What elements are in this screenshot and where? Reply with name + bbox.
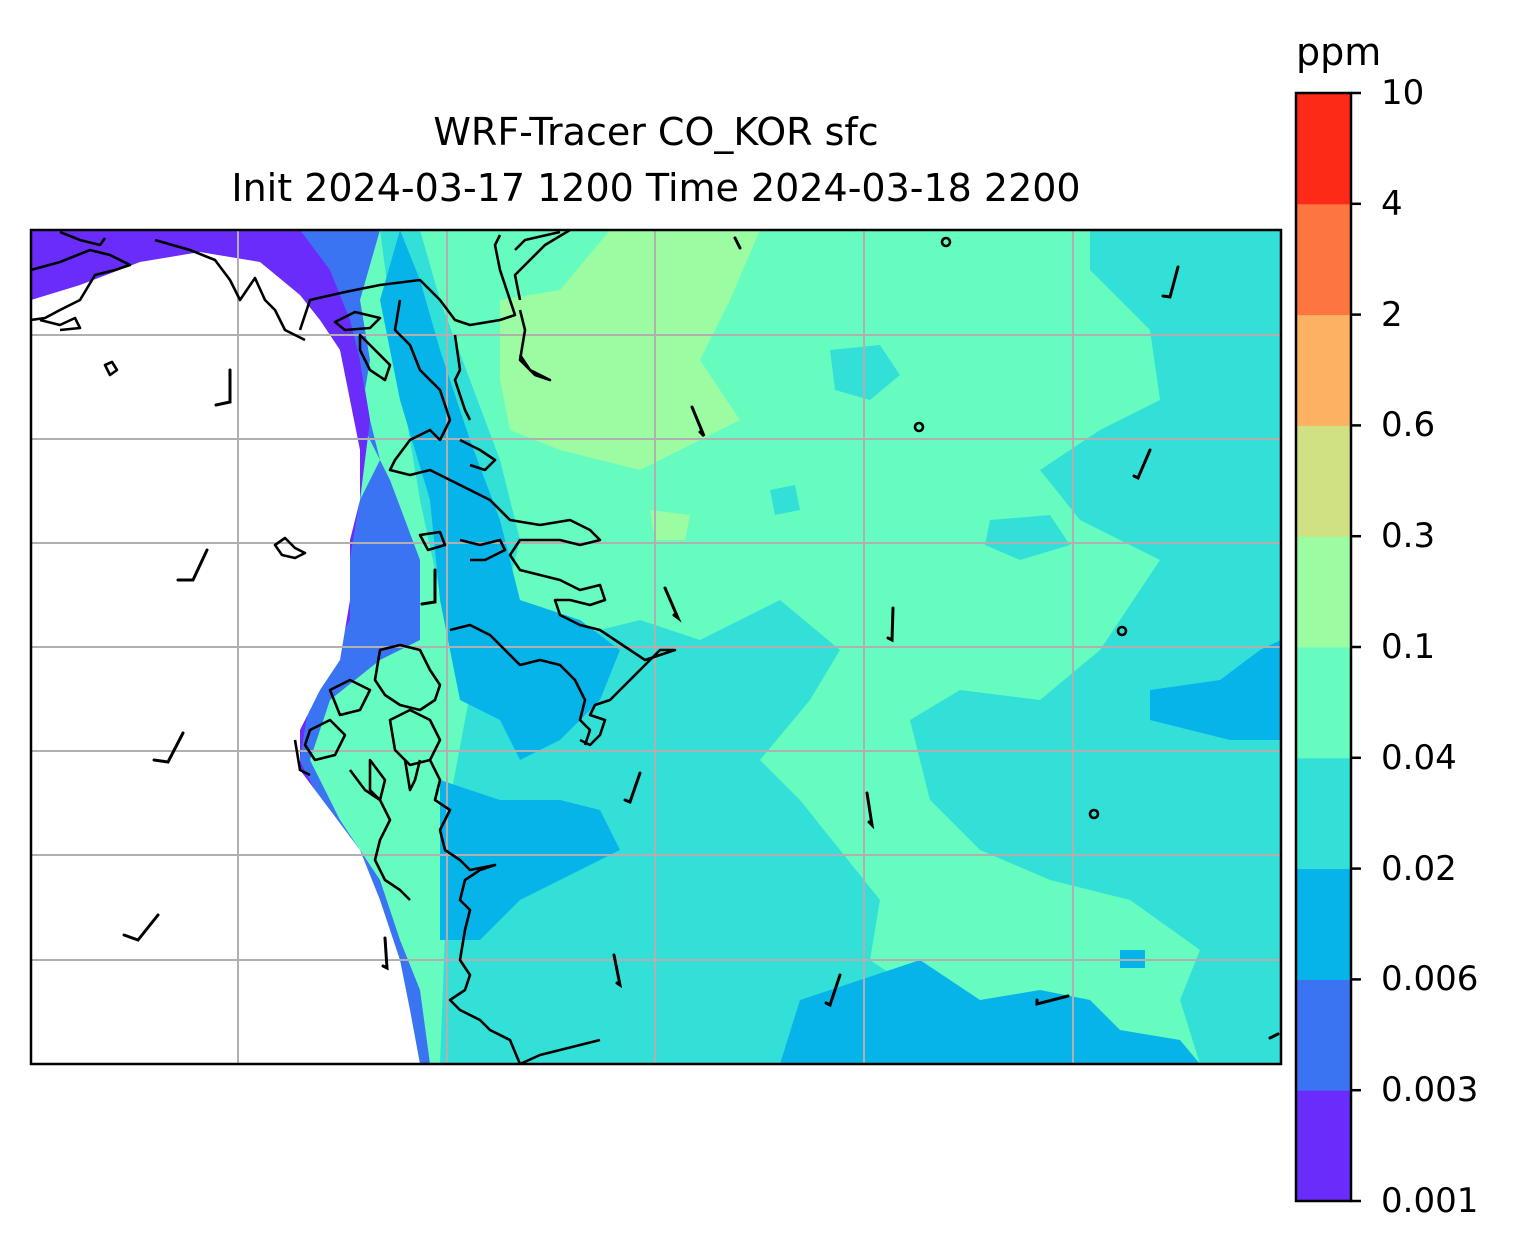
field-zone-0.006 [440,780,620,940]
field-zone-0.1 [650,510,690,540]
coastline-korea-south [428,759,522,1064]
colorbar-segment [1296,425,1351,537]
wind-barb [690,405,706,438]
colorbar-unit-label: ppm [1296,30,1382,74]
island [913,421,925,433]
ocean [31,252,420,1064]
wind-barb [1161,265,1180,299]
colorbar-tick-label: 0.1 [1381,627,1436,667]
wind-barb [420,568,437,606]
colorbar-tick-label: 4 [1381,183,1403,224]
coastline-korea-west [303,718,347,762]
wind-barb [1268,1032,1280,1040]
colorbar-tick-label: 0.001 [1381,1181,1479,1221]
coastline-korea-west [518,309,552,382]
coastline-korea-west [328,678,372,717]
colorbar-tick-label: 10 [1381,73,1425,113]
chart-title-line-1: WRF-Tracer CO_KOR sfc [433,110,879,154]
field-zone-0.02 [985,515,1070,560]
colorbar-tick-label: 0.006 [1381,959,1479,1000]
coastline-korea-west [459,538,507,562]
colorbar-tick-label: 0.6 [1381,405,1436,446]
wind-barb [612,953,623,989]
wind-barb [381,936,389,971]
colorbar-tick-label: 0.003 [1381,1070,1479,1111]
colorbar [1296,93,1351,1202]
coastline-korea-south [403,759,422,792]
colorbar-tick-label: 2 [1381,294,1403,335]
wind-barb [122,913,160,942]
coastline-korea-west [373,643,442,712]
colorbar-tick-label: 0.04 [1381,737,1457,778]
coastline-north [39,316,82,332]
colorbar-segment [1296,314,1351,426]
colorbar-ticks [1351,91,1361,1203]
wind-barb [865,791,875,830]
wind-barb [824,973,842,1008]
field-zone-0.006 [780,960,1200,1064]
wind-barb [623,771,642,804]
colorbar-segment [1296,757,1351,870]
coastline-korea-west [293,739,311,777]
colorbar-segment [1296,647,1351,759]
coastline-north [59,230,107,247]
coastline-korea-west [453,334,472,421]
coastline-korea-west [513,230,571,301]
coastline-korea-south [368,758,387,802]
field-zone-0.02 [770,485,800,515]
coastline-korea-south [348,769,411,901]
colorbar-tick-label: 0.02 [1381,848,1457,889]
coastline-korea-west [388,708,442,767]
coastline-korea-west [388,299,677,747]
coastline-north [154,238,306,342]
coastline-korea-west [358,333,392,382]
colorbar-segment [1296,203,1351,316]
island [273,536,307,560]
island [103,360,119,377]
colorbar-segment [1296,868,1351,980]
field-zone-0.006 [380,230,620,760]
coastlines [31,230,1128,1064]
coastline-korea-west [514,230,561,251]
colorbar-segment [1296,979,1351,1091]
island [1088,808,1100,820]
coastline-korea-south [519,1038,601,1064]
wind-barb [733,236,742,250]
wind-barb [176,548,209,582]
wind-barb [663,586,682,623]
wind-barb [886,606,895,643]
chart-title-line-2: Init 2024-03-17 1200 Time 2024-03-18 220… [231,166,1081,210]
colorbar-segment [1296,1090,1351,1202]
wind-barb [1035,994,1070,1006]
field-zone-0.006 [1150,640,1281,740]
island [333,310,382,332]
island [1116,625,1128,637]
wind-barb [1132,448,1152,481]
coastline-korea-west [459,438,497,472]
coastline-north [31,248,132,322]
gridlines [31,230,1281,1064]
island [940,236,952,248]
colorbar-segment [1296,536,1351,648]
wind-barbs [122,236,1280,1040]
island [418,530,447,552]
field-zone-0.1 [500,230,760,470]
colorbar-segment [1296,93,1351,205]
coastline-korea-west [298,234,517,331]
colorbar-tick-label: 0.3 [1381,516,1436,557]
wind-barb [152,731,185,764]
map-frame [29,228,1283,1066]
wind-barb [214,368,232,407]
coastline-korea-west [449,623,592,746]
